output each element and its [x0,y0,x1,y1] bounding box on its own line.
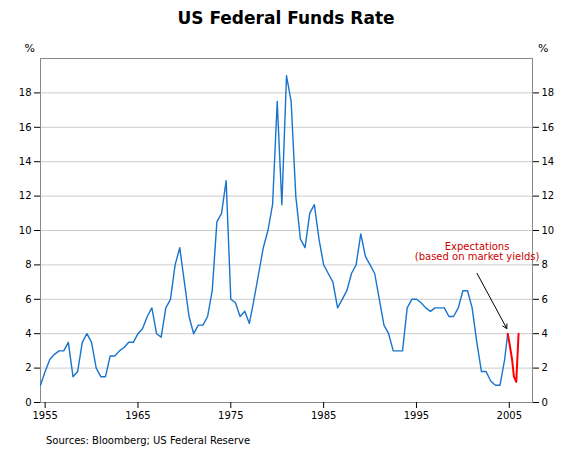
svg-text:1985: 1985 [311,410,336,421]
svg-text:1995: 1995 [404,410,429,421]
svg-text:6: 6 [25,294,31,305]
html-text:US Federal Funds Rate: US Federal Funds Rate [177,8,395,28]
svg-text:14: 14 [19,156,32,167]
svg-text:18: 18 [542,87,555,98]
svg-text:16: 16 [19,122,32,133]
svg-text:8: 8 [542,259,548,270]
svg-text:16: 16 [542,122,555,133]
svg-text:10: 10 [542,225,555,236]
svg-text:1965: 1965 [125,410,150,421]
svg-text:0: 0 [542,397,548,408]
svg-text:12: 12 [19,190,32,201]
svg-text:1975: 1975 [218,410,243,421]
svg-text:%: % [538,42,548,55]
svg-text:1955: 1955 [32,410,57,421]
svg-text:2: 2 [25,362,31,373]
svg-text:18: 18 [19,87,32,98]
svg-text:14: 14 [542,156,555,167]
svg-text:%: % [25,42,35,55]
svg-text:10: 10 [19,225,32,236]
svg-text:4: 4 [25,328,31,339]
svg-text:8: 8 [25,259,31,270]
svg-text:2005: 2005 [497,410,522,421]
svg-text:2: 2 [542,362,548,373]
svg-text:0: 0 [25,397,31,408]
svg-text:12: 12 [542,190,555,201]
svg-text:4: 4 [542,328,548,339]
html-text:Sources: Bloomberg; US Federal: Sources: Bloomberg; US Federal Reserve [46,435,251,446]
svg-text:Expectations(based on market y: Expectations(based on market yields) [415,241,540,262]
svg-text:6: 6 [542,294,548,305]
